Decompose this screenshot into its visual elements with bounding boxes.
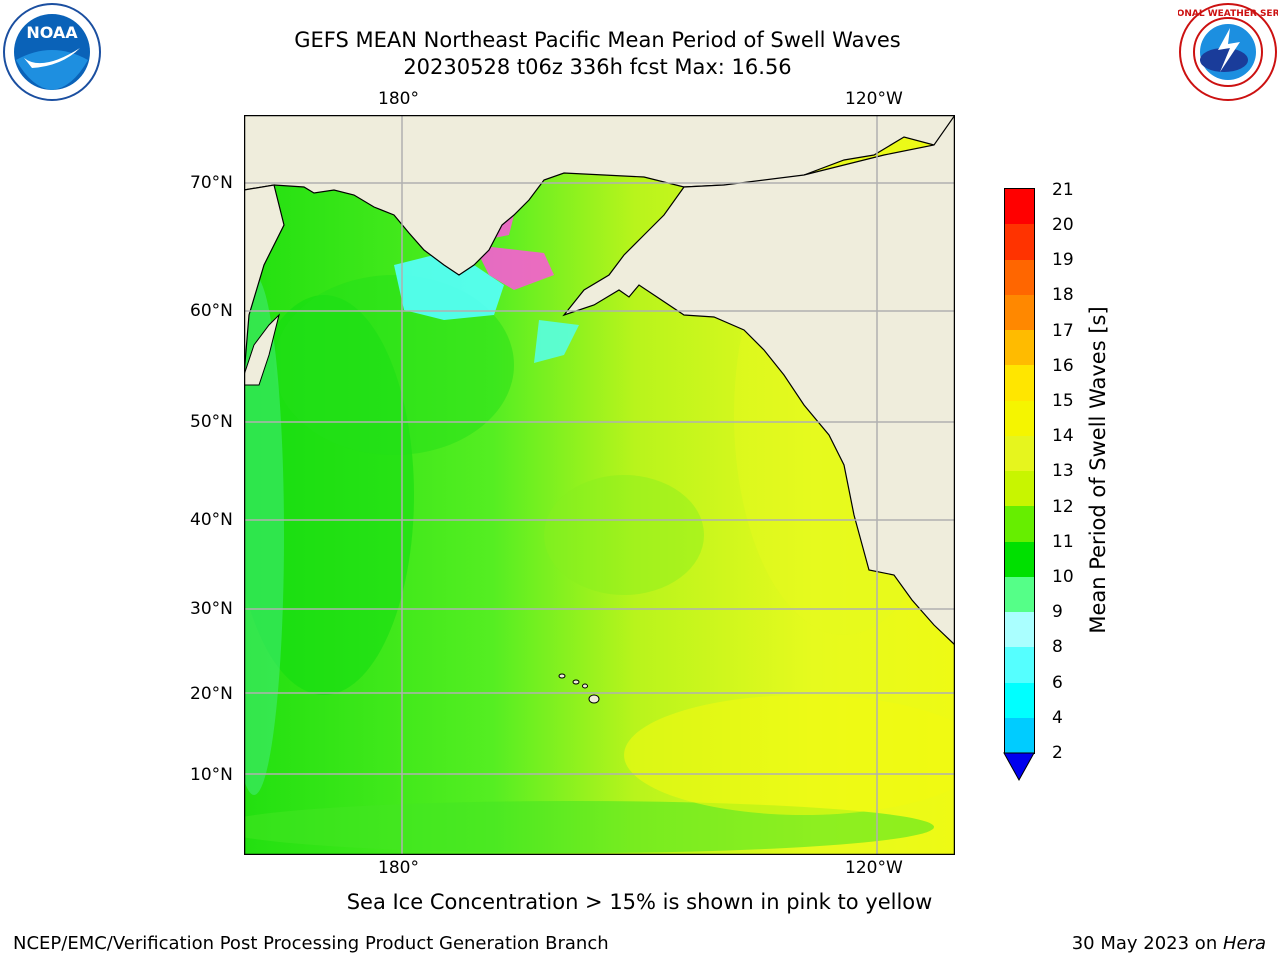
colorbar-tick: 20	[1052, 215, 1074, 235]
colorbar-segment	[1005, 541, 1034, 577]
colorbar-segment	[1005, 224, 1034, 260]
colorbar-segment	[1005, 647, 1034, 683]
footer-host: Hera	[1222, 933, 1266, 954]
land-north-america	[562, 115, 955, 646]
graticule	[244, 115, 955, 855]
colorbar-tick: 10	[1052, 567, 1074, 587]
colorbar-tick: 19	[1052, 250, 1074, 270]
colorbar-tick: 8	[1052, 637, 1063, 657]
svg-text:NOAA: NOAA	[26, 23, 78, 42]
colorbar-segment	[1005, 259, 1034, 295]
noaa-logo: NOAA	[3, 3, 101, 101]
map-panel	[244, 115, 955, 855]
colorbar-tick: 16	[1052, 356, 1074, 376]
lat-label-30n: 30°N	[190, 599, 233, 619]
lat-label-70n: 70°N	[190, 173, 233, 193]
sea-ice-note: Sea Ice Concentration > 15% is shown in …	[346, 890, 933, 914]
colorbar-tick: 12	[1052, 497, 1074, 517]
lat-label-40n: 40°N	[190, 510, 233, 530]
colorbar-segment	[1005, 189, 1034, 225]
colorbar	[1004, 188, 1035, 754]
colorbar-tick: 2	[1052, 743, 1063, 763]
colorbar-segment	[1005, 576, 1034, 612]
colorbar-segment	[1005, 330, 1034, 366]
lon-label-top-120w: 120°W	[845, 89, 903, 109]
colorbar-segment	[1005, 471, 1034, 507]
lat-label-20n: 20°N	[190, 684, 233, 704]
colorbar-segment	[1005, 365, 1034, 401]
sea-ice-area	[394, 255, 504, 320]
colorbar-tick: 21	[1052, 180, 1074, 200]
lon-label-top-180: 180°	[378, 89, 419, 109]
land-north	[244, 115, 955, 276]
lon-label-bottom-180: 180°	[378, 858, 419, 878]
colorbar-tick: 18	[1052, 285, 1074, 305]
nws-logo-text: NATIONAL WEATHER SERVICE	[1178, 9, 1278, 19]
map-frame	[244, 115, 955, 855]
nws-logo: NATIONAL WEATHER SERVICE	[1178, 3, 1278, 101]
colorbar-tick: 14	[1052, 426, 1074, 446]
colorbar-segment	[1005, 612, 1034, 648]
colorbar-tick: 6	[1052, 673, 1063, 693]
lat-label-60n: 60°N	[190, 301, 233, 321]
lon-label-bottom-120w: 120°W	[845, 858, 903, 878]
colorbar-segment	[1005, 435, 1034, 471]
colorbar-tick: 17	[1052, 321, 1074, 341]
colorbar-tick: 4	[1052, 708, 1063, 728]
colorbar-extend-arrow	[1003, 752, 1035, 782]
footer-date-text: 30 May 2023 on	[1071, 933, 1223, 954]
colorbar-segment	[1005, 400, 1034, 436]
lat-label-50n: 50°N	[190, 412, 233, 432]
footer-credit: NCEP/EMC/Verification Post Processing Pr…	[13, 933, 609, 954]
colorbar-segment	[1005, 294, 1034, 330]
colorbar-tick: 15	[1052, 391, 1074, 411]
hawaii-islands	[558, 673, 600, 704]
colorbar-segment	[1005, 682, 1034, 718]
lat-label-10n: 10°N	[190, 765, 233, 785]
chart-title: GEFS MEAN Northeast Pacific Mean Period …	[294, 28, 901, 52]
colorbar-segment	[1005, 717, 1034, 753]
chart-subtitle: 20230528 t06z 336h fcst Max: 16.56	[403, 55, 792, 79]
colorbar-tick: 13	[1052, 461, 1074, 481]
colorbar-tick: 11	[1052, 532, 1074, 552]
colorbar-segment	[1005, 506, 1034, 542]
footer-date: 30 May 2023 on Hera	[1072, 933, 1266, 954]
land-siberia	[244, 184, 285, 376]
colorbar-tick: 9	[1052, 602, 1063, 622]
colorbar-label: Mean Period of Swell Waves [s]	[1086, 306, 1110, 634]
